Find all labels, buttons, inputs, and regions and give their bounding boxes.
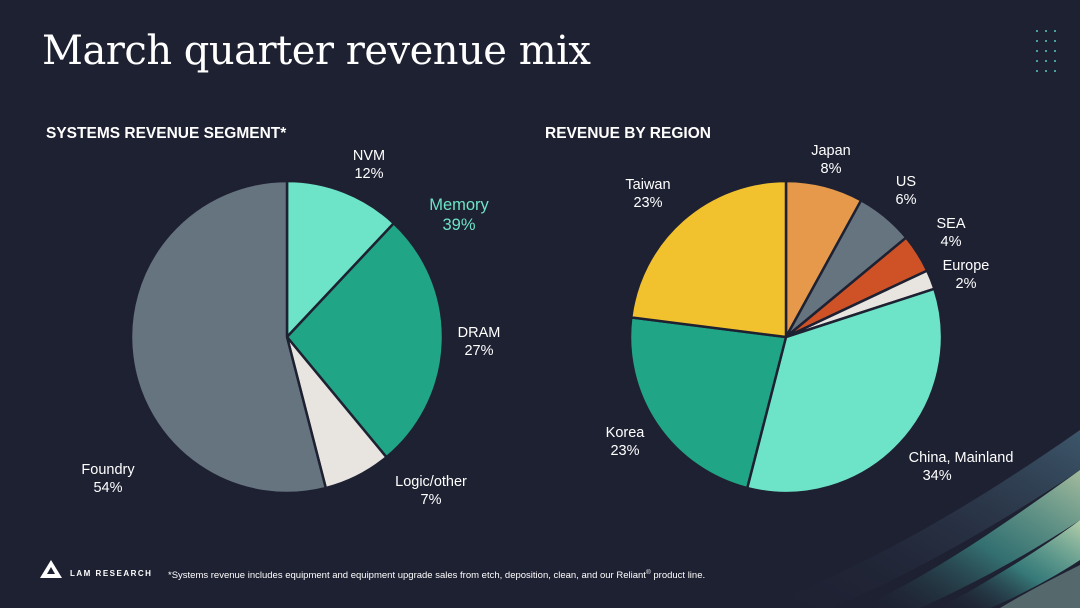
slice-label-us: US 6% <box>895 174 917 208</box>
slice-label-korea: Korea 23% <box>605 425 645 459</box>
slice-label-foundry: Foundry 54% <box>81 462 135 496</box>
pie-slice-taiwan <box>629 179 788 339</box>
group-label-memory: Memory 39% <box>429 196 489 234</box>
slice-label-europe: Europe 2% <box>942 258 990 292</box>
chart-title-revenue-region: REVENUE BY REGION <box>545 125 711 142</box>
slice-label-japan: Japan 8% <box>811 143 851 177</box>
chart-title-systems-segment: SYSTEMS REVENUE SEGMENT* <box>46 125 287 142</box>
lam-mountain-icon <box>40 560 62 578</box>
decorative-dot-grid <box>1036 30 1058 76</box>
slice-label-nvm: NVM 12% <box>352 148 386 182</box>
pie-slice-dram <box>285 222 445 459</box>
slice-label-china-mainland: China, Mainland 34% <box>908 450 1014 484</box>
slice-label-taiwan: Taiwan 23% <box>625 177 671 211</box>
pie-slice-nvm <box>285 179 396 339</box>
brand-logo: LAM RESEARCH <box>40 560 152 578</box>
slice-label-dram: DRAM 27% <box>457 325 501 359</box>
slice-label-sea: SEA 4% <box>936 216 966 250</box>
pie-slice-china-mainland <box>745 287 944 495</box>
slice-label-logic-other: Logic/other 7% <box>395 474 467 508</box>
page-title: March quarter revenue mix <box>42 28 591 74</box>
footnote: *Systems revenue includes equipment and … <box>168 569 706 582</box>
pie-slice-foundry <box>129 179 328 495</box>
pie-slice-korea <box>628 316 788 490</box>
brand-name: LAM RESEARCH <box>70 568 153 578</box>
